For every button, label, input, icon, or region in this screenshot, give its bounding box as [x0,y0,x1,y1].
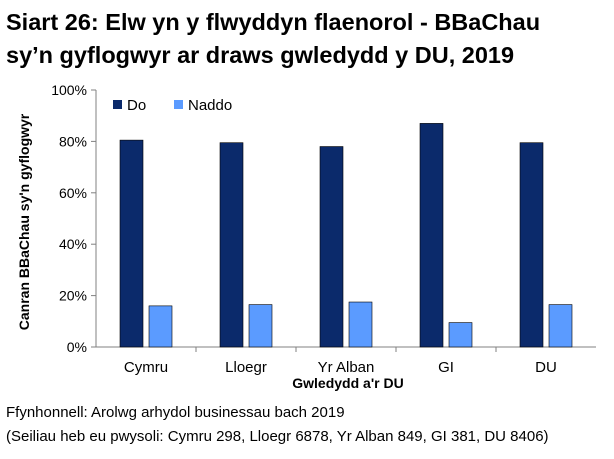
base-note: (Seiliau heb eu pwysoli: Cymru 298, Lloe… [6,428,549,445]
bar-do [219,142,244,348]
x-tick-label: Cymru [124,359,168,376]
x-tick-label: Yr Alban [318,359,375,376]
chart-title: Siart 26: Elw yn y flwyddyn flaenorol - … [6,6,610,72]
x-tick-label: GI [438,359,454,376]
y-tick-label: 100% [51,82,87,98]
bar-do [419,123,444,348]
bar-do [119,139,144,348]
bar-naddo [448,322,473,348]
legend-swatch [113,100,122,109]
x-tick-label: DU [535,359,557,376]
x-axis-label: Gwledydd a'r DU [292,375,403,391]
y-tick-label: 40% [59,236,87,252]
y-tick-label: 60% [59,185,87,201]
legend-label: Naddo [188,97,232,114]
bar-do [519,142,544,348]
bar-do [319,146,344,348]
source-note: Ffynhonnell: Arolwg arhydol businessau b… [6,404,345,421]
y-axis-label: Canran BBaChau sy'n gyflogwyr [16,113,32,330]
chart-title-line-1: Siart 26: Elw yn y flwyddyn flaenorol - … [6,9,541,35]
bar-naddo [248,304,273,348]
bar-chart: Canran BBaChau sy'n gyflogwyr Gwledydd a… [16,82,596,391]
bar-naddo [148,305,173,348]
y-tick-label: 80% [59,133,87,149]
y-tick-label: 0% [67,339,87,355]
bar-naddo [348,301,373,348]
legend-swatch [174,100,183,109]
y-tick-label: 20% [59,288,87,304]
x-tick-label: Lloegr [225,359,267,376]
legend-label: Do [127,97,146,114]
chart-title-line-2: sy’n gyflogwyr ar draws gwledydd y DU, 2… [6,42,515,68]
bar-naddo [548,304,573,348]
